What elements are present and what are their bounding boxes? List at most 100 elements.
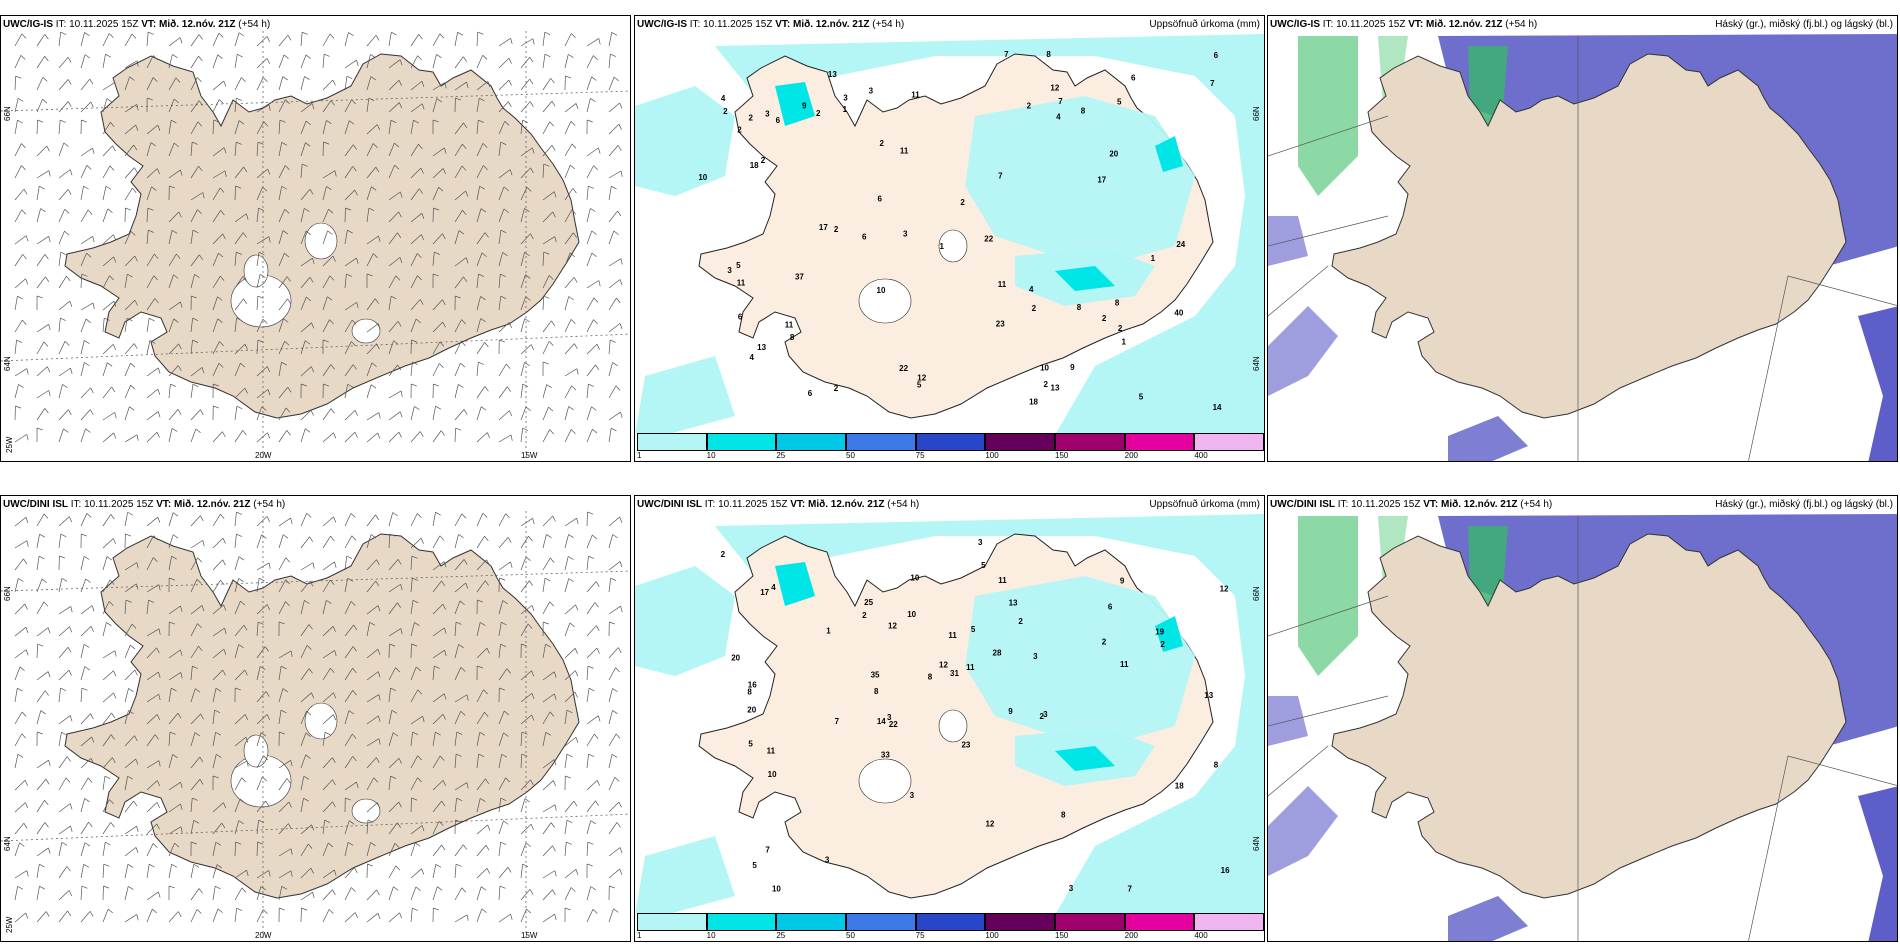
precip-value: 13 [757, 343, 766, 352]
precip-value: 2 [1044, 380, 1049, 389]
precip-value: 8 [747, 687, 752, 696]
precip-value: 2 [960, 198, 965, 207]
precip-value: 6 [808, 389, 813, 398]
longitude-label: 25W [5, 436, 14, 453]
precip-value: 17 [760, 588, 769, 597]
colorbar-tick: 150 [1055, 931, 1069, 940]
panel-title: UWC/DINI ISL IT: 10.11.2025 15Z VT: Mið.… [1270, 498, 1552, 512]
precip-value: 3 [869, 87, 874, 96]
colorbar-tick: 10 [706, 931, 716, 940]
precip-value: 3 [765, 109, 770, 118]
panel-header: UWC/IG-IS IT: 10.11.2025 15Z VT: Mið. 12… [1, 18, 630, 34]
colorbar-tick: 400 [1194, 451, 1208, 460]
longitude-label: 20W [255, 451, 272, 460]
precip-value: 9 [1070, 363, 1075, 372]
lead-time: (+54 h) [1520, 499, 1553, 510]
precip-value: 8 [1046, 50, 1051, 59]
precip-value: 22 [899, 364, 908, 373]
precip-value: 7 [835, 717, 840, 726]
precip-value: 7 [1127, 884, 1132, 893]
precip-value: 3 [887, 713, 892, 722]
precip-value: 13 [1204, 691, 1213, 700]
precip-value: 11 [948, 631, 957, 640]
colorbar-swatch [1194, 913, 1264, 931]
lead-time: (+54 h) [872, 19, 905, 30]
precip-value: 6 [862, 233, 867, 242]
latitude-label: 66N [3, 106, 12, 121]
precip-value: 12 [939, 661, 948, 670]
precip-value: 2 [834, 225, 839, 234]
model-name: UWC/DINI ISL [1270, 499, 1335, 510]
valid-time: VT: Mið. 12.nóv. 21Z [156, 499, 251, 510]
field-title: Uppsöfnuð úrkoma (mm) [1149, 499, 1260, 510]
valid-time: VT: Mið. 12.nóv. 21Z [1408, 19, 1503, 30]
precip-value: 2 [723, 107, 728, 116]
precip-value: 14 [1213, 403, 1222, 412]
colorbar-swatch [776, 913, 846, 931]
init-time: IT: 10.11.2025 15Z [70, 499, 157, 510]
precip-value: 2 [1018, 617, 1023, 626]
precip-value: 11 [785, 321, 794, 330]
precip-value: 8 [1214, 761, 1219, 770]
precip-colorbar: 1 10 25 50 75 100 150 200 400 [635, 913, 1264, 941]
longitude-label: 15W [521, 931, 538, 940]
valid-time: VT: Mið. 12.nóv. 21Z [775, 19, 870, 30]
precip-value: 19 [1155, 628, 1164, 637]
colorbar-swatch [1055, 913, 1125, 931]
precip-value: 7 [765, 845, 770, 854]
field-title: Háský (gr.), miðský (fj.bl.) og lágský (… [1715, 19, 1893, 30]
precip-value: 10 [1040, 364, 1049, 373]
colorbar-swatch [637, 913, 707, 931]
colorbar-tick: 200 [1124, 451, 1139, 460]
precip-value: 8 [874, 687, 879, 696]
precip-value: 13 [1009, 598, 1018, 607]
colorbar-swatch [637, 433, 707, 451]
init-time: IT: 10.11.2025 15Z [1322, 19, 1409, 30]
precip-value: 2 [816, 109, 821, 118]
precip-value: 17 [1097, 175, 1106, 184]
colorbar-tick: 100 [985, 451, 999, 460]
precip-value: 18 [750, 161, 759, 170]
precip-value: 22 [984, 235, 993, 244]
map-panel-cloud-top: UWC/IG-IS IT: 10.11.2025 15Z VT: Mið. 12… [1267, 15, 1898, 462]
map-canvas [1268, 34, 1897, 461]
precip-value: 2 [1039, 712, 1044, 721]
precip-value: 2 [1118, 324, 1123, 333]
colorbar-tick: 75 [915, 931, 925, 940]
precip-value: 5 [752, 861, 757, 870]
colorbar-tick: 25 [776, 931, 786, 940]
map-canvas: 2223133102520329887111031332010141217161… [635, 514, 1264, 915]
panel-header: UWC/DINI ISL IT: 10.11.2025 15Z VT: Mið.… [635, 498, 1264, 514]
precip-value: 6 [878, 194, 883, 203]
colorbar-swatch [846, 433, 916, 451]
colorbar-swatch [915, 913, 986, 931]
precip-value: 16 [748, 680, 757, 689]
precip-value: 8 [1077, 303, 1082, 312]
colorbar-tick: 1 [637, 931, 642, 940]
precip-value: 13 [1051, 384, 1060, 393]
precip-value: 16 [1221, 866, 1230, 875]
precip-value: 37 [795, 272, 804, 281]
field-title: Uppsöfnuð úrkoma (mm) [1149, 19, 1260, 30]
lead-time: (+54 h) [238, 19, 271, 30]
colorbar-tick: 75 [915, 451, 925, 460]
precip-value: 8 [1115, 298, 1120, 307]
panel-header: UWC/DINI ISL IT: 10.11.2025 15Z VT: Mið.… [1, 498, 630, 514]
latitude-label: 64N [1252, 836, 1261, 851]
precip-value: 1 [1121, 338, 1126, 347]
precip-value: 2 [737, 125, 742, 134]
precip-value: 11 [998, 280, 1007, 289]
precip-value: 3 [1069, 884, 1074, 893]
precip-value: 2 [862, 611, 867, 620]
precip-value: 11 [767, 747, 776, 756]
precip-value: 10 [910, 574, 919, 583]
valid-time: VT: Mið. 12.nóv. 21Z [1423, 499, 1518, 510]
precip-value: 8 [928, 672, 933, 681]
map-panel-wind-top: UWC/IG-IS IT: 10.11.2025 15Z VT: Mið. 12… [0, 15, 631, 462]
precip-value: 11 [737, 278, 746, 287]
precip-value: 20 [1109, 149, 1118, 158]
precip-value: 3 [978, 538, 983, 547]
precip-value: 2 [1102, 637, 1107, 646]
precip-value: 10 [698, 173, 707, 182]
colorbar-swatch [846, 913, 916, 931]
